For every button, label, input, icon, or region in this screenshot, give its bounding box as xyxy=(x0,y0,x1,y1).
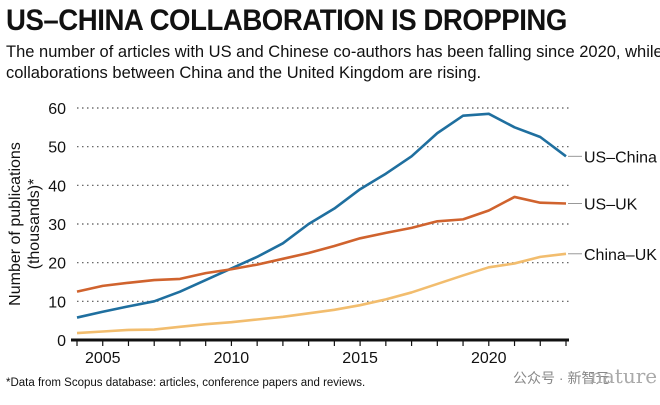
y-tick-label: 50 xyxy=(48,140,66,157)
chart-title: US–CHINA COLLABORATION IS DROPPING xyxy=(6,4,567,37)
y-tick-label: 40 xyxy=(48,178,66,195)
series-line-US–UK xyxy=(76,195,567,293)
y-tick-label: 20 xyxy=(48,256,66,273)
series-label: China–UK xyxy=(584,247,657,264)
x-tick-label: 2015 xyxy=(342,350,378,367)
series-line-US–China xyxy=(76,112,567,319)
y-tick-label: 10 xyxy=(48,294,66,311)
footnote: *Data from Scopus database: articles, co… xyxy=(6,377,366,389)
x-tick-label: 2005 xyxy=(85,350,121,367)
x-tick-label: 2020 xyxy=(471,350,507,367)
nature-logo: nature xyxy=(590,364,658,388)
y-tick-label: 60 xyxy=(48,101,66,118)
series-line-China–UK xyxy=(76,252,567,335)
series-label: US–UK xyxy=(584,197,638,214)
chart-subtitle: The number of articles with US and Chine… xyxy=(6,43,660,82)
y-tick-label: 30 xyxy=(48,217,66,234)
y-axis-label: Number of publications (thousands)* xyxy=(7,142,43,306)
series-label: US–China xyxy=(584,149,657,166)
x-tick-label: 2010 xyxy=(214,350,250,367)
y-tick-label: 0 xyxy=(57,333,66,350)
watermark: 公众号 · 新智元 xyxy=(513,370,610,386)
